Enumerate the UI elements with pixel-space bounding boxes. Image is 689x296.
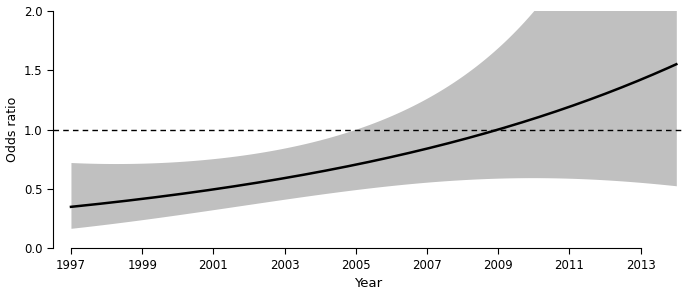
X-axis label: Year: Year — [354, 277, 382, 290]
Y-axis label: Odds ratio: Odds ratio — [6, 97, 19, 162]
